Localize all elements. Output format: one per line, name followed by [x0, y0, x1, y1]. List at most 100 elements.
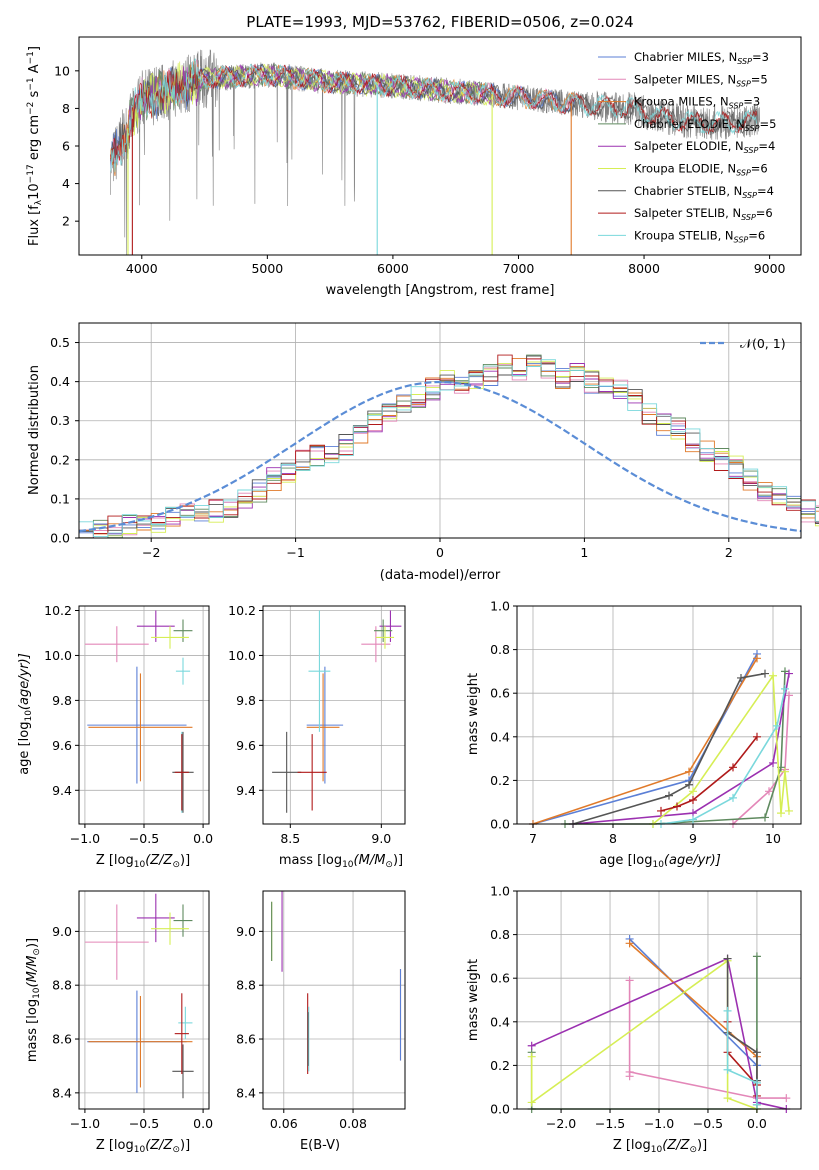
- model-spectrum-kroupa-stelib: [110, 58, 758, 173]
- weight-line-kroupa-elodie: [530, 959, 758, 1110]
- legend-label-sub: SSP: [736, 79, 751, 88]
- weight-marker-chabrier-stelib: [685, 780, 693, 789]
- legend-label-text: Chabrier STELIB, N: [634, 184, 742, 198]
- agez-y-label: age [log10(age/yr)]: [17, 653, 34, 775]
- y-tick-label: 10.2: [228, 603, 256, 618]
- y-tick-label: 9.4: [236, 783, 256, 798]
- model-spectrum-salpeter-stelib: [110, 63, 758, 164]
- weight-marker-salpeter-elodie: [527, 1041, 536, 1050]
- y-tick-label: 8.4: [52, 1085, 72, 1100]
- weight-marker-salpeter-stelib: [753, 732, 761, 741]
- weight-marker-kroupa-elodie: [785, 806, 793, 815]
- weight-marker-kroupa-elodie: [769, 671, 777, 680]
- age-vs-mass-panel: 8.5 9.0 9.4 9.6 9.8 10.0 10.2: [228, 603, 406, 846]
- legend-label-n: =3: [752, 50, 769, 64]
- x-tick-label: 0.06: [270, 1116, 298, 1131]
- legend-label-chabrier-elodie: Chabrier ELODIE, NSSP=5: [634, 117, 776, 133]
- y-tick-label: 8.8: [236, 978, 256, 993]
- agez-x-label: Z [log10(Z/Z⊙)]: [96, 853, 190, 870]
- legend-label-text: Chabrier MILES, N: [634, 50, 737, 64]
- weight-marker-chabrier-stelib: [665, 791, 673, 800]
- weight-marker-kroupa-stelib: [781, 684, 789, 693]
- y-tick-label: 9.8: [236, 693, 256, 708]
- x-tick-label: −1.5: [595, 1116, 625, 1131]
- y-tick-label: 10.0: [44, 648, 72, 663]
- spectrum-x-label: wavelength [Angstrom, rest frame]: [326, 283, 555, 298]
- y-tick-label: 0.8: [490, 927, 510, 942]
- legend-label-kroupa-elodie: Kroupa ELODIE, NSSP=6: [634, 162, 768, 178]
- normal-curve: [78, 380, 802, 533]
- legend-label-salpeter-stelib: Salpeter STELIB, NSSP=6: [634, 206, 773, 222]
- spectrum-x-tick-label: 5000: [251, 261, 283, 276]
- x-tick-label: 8.5: [280, 831, 300, 846]
- weight-line-kroupa-elodie: [652, 673, 790, 825]
- residual-x-tick-label: −2: [142, 545, 160, 560]
- x-tick-label: −0.5: [129, 1116, 159, 1131]
- y-tick-label: 0.6: [490, 686, 510, 701]
- legend-label-n: =6: [748, 228, 765, 242]
- legend-label-salpeter-elodie: Salpeter ELODIE, NSSP=4: [634, 139, 775, 155]
- residual-x-tick-label: 1: [580, 545, 588, 560]
- y-tick-label: 0.2: [490, 1058, 510, 1073]
- normal-legend-label: 𝒩(0, 1): [740, 336, 786, 351]
- x-tick-label: 0.08: [339, 1116, 367, 1131]
- residual-y-label: Normed distribution: [27, 365, 42, 495]
- weight-line-chabrier-elodie: [565, 671, 786, 825]
- y-tick-label: 9.8: [52, 693, 72, 708]
- legend-label-n: =4: [758, 139, 775, 153]
- spectrum-y-tick-label: 8: [62, 101, 70, 116]
- weight-marker-salpeter-stelib: [673, 802, 681, 811]
- legend-label-n: =5: [760, 117, 777, 131]
- legend-label-text: Kroupa STELIB, N: [634, 228, 734, 242]
- spectrum-x-tick-label: 9000: [754, 261, 786, 276]
- x-tick-label: −1.0: [70, 1116, 100, 1131]
- weight-marker-chabrier-stelib: [761, 669, 769, 678]
- x-tick-label: −2.0: [546, 1116, 576, 1131]
- y-tick-label: 0.4: [490, 1014, 510, 1029]
- mwage-y-label: mass weight: [466, 673, 481, 755]
- age-vs-z-panel: −1.0 −0.5 0.0 9.4 9.6 9.8 10.0 10.2: [44, 603, 213, 846]
- mass-vs-ebv-panel: 0.06 0.08 8.4 8.6 8.8 9.0: [236, 890, 406, 1131]
- legend-label-text: Salpeter MILES, N: [634, 72, 736, 86]
- weight-marker-kroupa-stelib: [723, 1065, 732, 1074]
- residual-y-tick-label: 0.2: [50, 452, 70, 467]
- x-tick-label: 8: [609, 831, 617, 846]
- weight-marker-kroupa-miles: [625, 939, 634, 948]
- weight-marker-chabrier-elodie: [761, 813, 769, 822]
- y-tick-label: 10.2: [44, 603, 72, 618]
- mwage-x-label: age [log10(age/yr)]: [599, 853, 721, 870]
- weight-marker-kroupa-elodie: [723, 1094, 732, 1103]
- spectrum-x-tick-label: 4000: [126, 261, 158, 276]
- y-tick-label: 9.6: [236, 738, 256, 753]
- weight-line-kroupa-stelib: [660, 688, 786, 825]
- residual-histogram-kroupa-elodie: [78, 360, 819, 538]
- spectrum-x-tick-label: 8000: [628, 261, 660, 276]
- x-tick-label: 0.0: [193, 831, 213, 846]
- x-tick-label: 9.0: [371, 831, 391, 846]
- weight-marker-salpeter-stelib: [657, 806, 665, 815]
- model-spectrum-chabrier-stelib: [110, 63, 758, 162]
- spectrum-plot-area: [110, 49, 760, 255]
- x-tick-label: −0.5: [129, 831, 159, 846]
- weight-marker-salpeter-miles: [782, 1094, 791, 1103]
- weight-marker-chabrier-elodie: [752, 952, 761, 961]
- weight-marker-salpeter-miles: [625, 976, 634, 985]
- spectrum-y-ticks: 2 4 6 8 10: [54, 63, 79, 229]
- y-tick-label: 0.0: [490, 1102, 510, 1117]
- legend-label-text: Salpeter ELODIE, N: [634, 139, 744, 153]
- x-tick-label: 10: [765, 831, 781, 846]
- y-tick-label: 8.4: [236, 1085, 256, 1100]
- residual-y-tick-label: 0.0: [50, 531, 70, 546]
- mass-vs-z-panel: −1.0 −0.5 0.0 8.4 8.6 8.8 9.0: [52, 890, 213, 1131]
- legend-label-sub: SSP: [741, 213, 756, 222]
- me-x-label: E(B-V): [300, 1138, 340, 1153]
- legend-label-n: =5: [751, 72, 768, 86]
- y-tick-label: 1.0: [490, 884, 510, 899]
- weight-marker-kroupa-miles: [685, 767, 693, 776]
- residual-plot-area: [78, 354, 819, 539]
- weight-marker-kroupa-stelib: [689, 815, 697, 824]
- legend-label-salpeter-miles: Salpeter MILES, NSSP=5: [634, 72, 768, 88]
- x-tick-label: −0.5: [693, 1116, 723, 1131]
- weight-marker-salpeter-elodie: [785, 669, 793, 678]
